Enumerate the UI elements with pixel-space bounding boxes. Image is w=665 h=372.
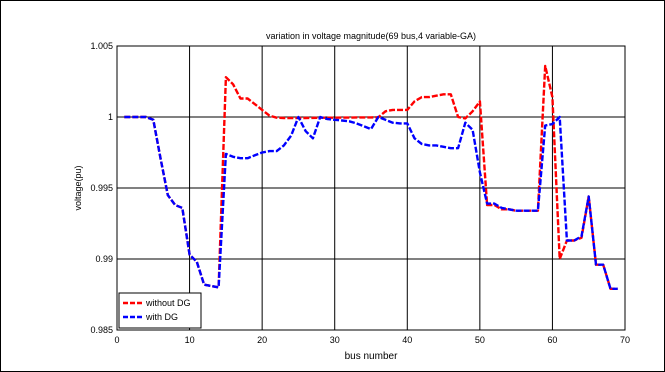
y-tick-label: 0.995 bbox=[90, 183, 113, 193]
x-tick-label: 50 bbox=[475, 335, 485, 345]
y-axis-label: voltage(pu) bbox=[73, 165, 83, 210]
series-line-with-dg bbox=[124, 115, 618, 290]
legend-label-with-dg: with DG bbox=[145, 312, 178, 322]
y-tick-labels: 0.985 0.99 0.995 1 1.005 bbox=[90, 41, 113, 335]
x-tick-label: 0 bbox=[114, 335, 119, 345]
series-group bbox=[124, 64, 618, 290]
grid-lines bbox=[117, 46, 625, 330]
y-tick-label: 0.99 bbox=[95, 254, 113, 264]
x-tick-label: 70 bbox=[620, 335, 630, 345]
chart-title: variation in voltage magnitude(69 bus,4 … bbox=[266, 31, 476, 41]
y-tick-label: 0.985 bbox=[90, 325, 113, 335]
legend-box bbox=[118, 292, 202, 329]
legend: without DG with DG bbox=[118, 292, 202, 329]
x-tick-labels: 0 10 20 30 40 50 60 70 bbox=[114, 335, 630, 345]
plot-frame bbox=[116, 45, 626, 331]
y-tick-label: 1 bbox=[108, 112, 113, 122]
x-axis-label: bus number bbox=[345, 351, 398, 362]
x-tick-label: 30 bbox=[330, 335, 340, 345]
x-tick-label: 60 bbox=[547, 335, 557, 345]
x-tick-label: 40 bbox=[402, 335, 412, 345]
x-tick-label: 20 bbox=[257, 335, 267, 345]
legend-label-without-dg: without DG bbox=[145, 298, 191, 308]
x-tick-label: 10 bbox=[185, 335, 195, 345]
y-tick-label: 1.005 bbox=[90, 41, 113, 51]
